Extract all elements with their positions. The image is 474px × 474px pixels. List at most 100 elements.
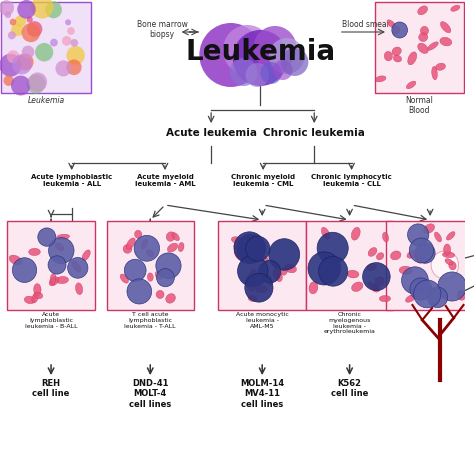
FancyBboxPatch shape: [306, 220, 393, 310]
Ellipse shape: [391, 251, 401, 260]
Ellipse shape: [29, 248, 40, 255]
Ellipse shape: [34, 292, 43, 299]
Ellipse shape: [387, 20, 396, 28]
Ellipse shape: [166, 293, 175, 303]
Ellipse shape: [428, 42, 438, 50]
Circle shape: [46, 1, 62, 18]
Ellipse shape: [424, 286, 434, 295]
Circle shape: [415, 243, 435, 263]
Circle shape: [428, 287, 447, 308]
Ellipse shape: [49, 277, 59, 286]
Ellipse shape: [449, 262, 456, 270]
Ellipse shape: [442, 252, 455, 258]
Circle shape: [3, 75, 14, 86]
Ellipse shape: [424, 224, 435, 233]
Circle shape: [258, 260, 281, 283]
Ellipse shape: [392, 27, 400, 35]
Text: MOLM-14
MV4-11
cell lines: MOLM-14 MV4-11 cell lines: [240, 379, 284, 409]
Circle shape: [246, 63, 269, 87]
Ellipse shape: [120, 274, 128, 283]
Circle shape: [22, 46, 34, 58]
Ellipse shape: [135, 230, 142, 238]
Circle shape: [308, 252, 340, 285]
Ellipse shape: [56, 276, 68, 283]
Circle shape: [27, 74, 46, 93]
Circle shape: [21, 23, 40, 42]
Ellipse shape: [166, 232, 175, 241]
Ellipse shape: [248, 281, 256, 291]
Circle shape: [31, 0, 54, 18]
Ellipse shape: [156, 291, 164, 299]
Circle shape: [28, 73, 47, 91]
Circle shape: [134, 236, 160, 261]
FancyBboxPatch shape: [8, 220, 95, 310]
Ellipse shape: [320, 271, 333, 279]
Text: Acute monocytic
leukemia -
AML-M5: Acute monocytic leukemia - AML-M5: [236, 312, 289, 328]
Ellipse shape: [167, 243, 178, 252]
Ellipse shape: [75, 283, 82, 295]
Circle shape: [156, 269, 174, 287]
Text: REH
cell line: REH cell line: [32, 379, 70, 399]
Circle shape: [48, 237, 74, 264]
Circle shape: [27, 21, 42, 37]
Ellipse shape: [266, 275, 273, 285]
Ellipse shape: [9, 255, 22, 265]
Text: Chronic leukemia: Chronic leukemia: [264, 128, 365, 138]
Circle shape: [65, 19, 71, 25]
Ellipse shape: [440, 22, 451, 33]
Ellipse shape: [376, 253, 384, 260]
Ellipse shape: [407, 250, 417, 258]
Circle shape: [124, 259, 146, 282]
Text: Leukemia: Leukemia: [185, 38, 335, 66]
Text: K562
cell line: K562 cell line: [331, 379, 368, 399]
Ellipse shape: [55, 243, 64, 251]
Ellipse shape: [432, 66, 438, 80]
Circle shape: [237, 234, 265, 263]
Text: T cell acute
lymphoblastic
leukemia - T-ALL: T cell acute lymphoblastic leukemia - T-…: [125, 312, 176, 328]
Ellipse shape: [146, 249, 154, 257]
Circle shape: [233, 30, 288, 86]
Text: DND-41
MOLT-4
cell lines: DND-41 MOLT-4 cell lines: [129, 379, 172, 409]
Ellipse shape: [178, 243, 184, 252]
Circle shape: [410, 278, 432, 300]
Text: Acute lymphoblastic
leukemia - ALL: Acute lymphoblastic leukemia - ALL: [31, 174, 112, 187]
Text: Normal
Blood: Normal Blood: [405, 96, 433, 115]
Ellipse shape: [347, 270, 359, 278]
Ellipse shape: [457, 291, 465, 300]
Ellipse shape: [285, 264, 296, 273]
Ellipse shape: [375, 277, 384, 286]
Circle shape: [67, 27, 75, 35]
Text: Leukemia: Leukemia: [27, 96, 65, 105]
Circle shape: [317, 232, 348, 264]
Circle shape: [260, 62, 282, 84]
Ellipse shape: [246, 276, 251, 288]
Circle shape: [71, 39, 78, 47]
Ellipse shape: [444, 244, 451, 255]
Circle shape: [0, 54, 22, 77]
Circle shape: [38, 228, 56, 246]
Ellipse shape: [418, 6, 428, 15]
Ellipse shape: [436, 63, 446, 70]
Text: Chronic lymphocytic
leukemia - CLL: Chronic lymphocytic leukemia - CLL: [311, 174, 392, 187]
Ellipse shape: [172, 233, 179, 241]
Ellipse shape: [351, 227, 360, 240]
Text: Bone marrow
biopsy: Bone marrow biopsy: [137, 20, 188, 39]
Ellipse shape: [72, 261, 81, 272]
Ellipse shape: [248, 295, 257, 301]
Ellipse shape: [123, 245, 132, 253]
Ellipse shape: [418, 43, 428, 54]
Text: Chronic
myelogenous
leukemia -
erythroleukemia: Chronic myelogenous leukemia - erythrole…: [324, 312, 375, 334]
Ellipse shape: [434, 232, 442, 242]
Ellipse shape: [309, 282, 318, 294]
Circle shape: [246, 236, 270, 261]
Circle shape: [5, 11, 11, 18]
Circle shape: [414, 280, 441, 308]
Circle shape: [35, 43, 53, 62]
Ellipse shape: [248, 269, 257, 283]
Circle shape: [66, 46, 85, 64]
Circle shape: [273, 60, 292, 80]
Circle shape: [15, 15, 26, 27]
Ellipse shape: [260, 255, 269, 263]
Ellipse shape: [383, 232, 389, 242]
Ellipse shape: [281, 267, 287, 275]
